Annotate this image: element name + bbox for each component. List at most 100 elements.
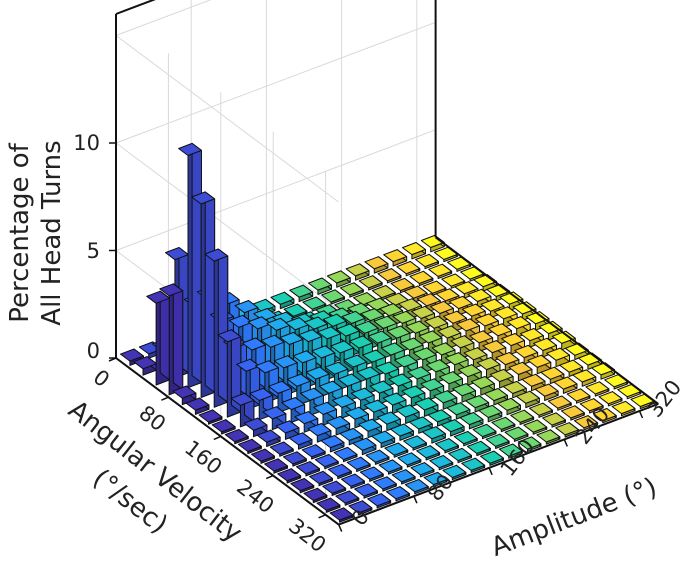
bar: [384, 442, 409, 458]
bar-top-face: [386, 325, 411, 339]
bar-top-face: [324, 361, 349, 375]
bar: [386, 486, 410, 502]
bar-top-face: [429, 455, 454, 469]
bar: [320, 435, 345, 453]
bar: [316, 497, 341, 513]
bar-top-face: [484, 388, 508, 402]
bar-top-face: [418, 330, 443, 344]
bar-top-face: [574, 415, 598, 429]
bar-top-face: [592, 408, 617, 422]
bar-top-face: [234, 300, 259, 314]
bar: [348, 500, 373, 516]
bar-top-face: [327, 463, 352, 477]
bar: [420, 378, 445, 400]
bar: [547, 395, 572, 411]
bar: [296, 461, 320, 477]
bar-top-face: [383, 249, 408, 263]
bar-top-face: [439, 371, 463, 385]
bar-top-face: [457, 364, 482, 378]
bar-top-face: [425, 359, 450, 373]
bar-top-face: [480, 298, 505, 312]
bar: [371, 430, 396, 448]
bar-top-face: [354, 320, 379, 334]
bar-side-face: [159, 290, 171, 381]
bar-top-face: [435, 438, 459, 452]
bar-top-face: [401, 385, 426, 399]
bar: [529, 402, 553, 418]
bar-top-face: [283, 303, 308, 317]
bar-top-face: [345, 406, 369, 420]
bar-top-face: [262, 406, 287, 420]
bar-top-face: [309, 470, 333, 485]
bar-top-face: [288, 432, 313, 446]
bar: [491, 416, 516, 433]
bar: [283, 303, 308, 319]
bar: [352, 437, 377, 456]
bar: [397, 452, 422, 468]
bar-top-face: [308, 277, 332, 291]
x-tick-mark: [338, 524, 343, 532]
bar: [358, 418, 382, 439]
bar-top-face: [350, 387, 375, 401]
bar-top-face: [211, 419, 236, 433]
bar: [358, 275, 383, 291]
bar-top-face: [421, 426, 446, 440]
bar: [485, 433, 510, 449]
z-axis-label-line2: All Head Turns: [37, 140, 67, 325]
bar-top-face: [403, 435, 427, 449]
bar-top-face: [424, 315, 449, 329]
bar: [354, 483, 378, 499]
bar-top-face: [395, 404, 420, 418]
bar: [185, 397, 210, 415]
bar: [377, 268, 402, 284]
bar: [555, 422, 580, 438]
bar-top-face: [506, 316, 531, 330]
y-tick-mark: [161, 396, 169, 401]
bar: [498, 443, 523, 459]
bar: [566, 388, 591, 404]
bar-top-face: [217, 329, 242, 343]
bar-side-face: [204, 191, 216, 393]
bar: [427, 409, 452, 427]
y-tick-label: 320: [284, 514, 330, 558]
bar-top-face: [469, 330, 494, 344]
bar: [321, 289, 345, 305]
bar-top-face: [512, 301, 537, 315]
bar-top-face: [399, 337, 424, 351]
bar-top-face: [298, 329, 323, 343]
bar-top-face: [304, 316, 328, 330]
bar: [461, 457, 486, 473]
bar: [327, 463, 352, 480]
bar-top-face: [273, 355, 298, 369]
bar: [133, 356, 157, 376]
amplitude-axis-line: [338, 402, 659, 526]
y-tick-mark: [108, 357, 117, 362]
bar-top-face: [536, 429, 561, 443]
bar: [421, 426, 446, 444]
bar-top-face: [517, 436, 542, 450]
bar-top-face: [402, 242, 426, 256]
bar-top-face: [566, 388, 591, 402]
bar: [308, 277, 332, 295]
bar: [237, 438, 262, 455]
bar: [484, 388, 508, 406]
bar-top-face: [392, 310, 417, 324]
bar-top-face: [360, 308, 385, 322]
bar: [346, 456, 371, 472]
bar-top-face: [493, 306, 518, 320]
bar-top-face: [373, 315, 398, 329]
bar-top-face: [255, 360, 279, 374]
bar-top-face: [440, 419, 465, 433]
bar-top-face: [375, 361, 400, 375]
x-tick-label: 320: [643, 376, 687, 422]
bar-top-face: [504, 426, 529, 440]
bar-top-face: [172, 385, 197, 399]
bar-top-face: [269, 441, 294, 455]
bar-top-face: [198, 409, 223, 423]
bar-top-face: [404, 479, 429, 493]
bar: [391, 469, 416, 485]
bar: [243, 417, 268, 438]
bar-top-face: [237, 438, 262, 452]
bar-top-face: [378, 459, 403, 473]
axes-lines: [108, 0, 659, 532]
